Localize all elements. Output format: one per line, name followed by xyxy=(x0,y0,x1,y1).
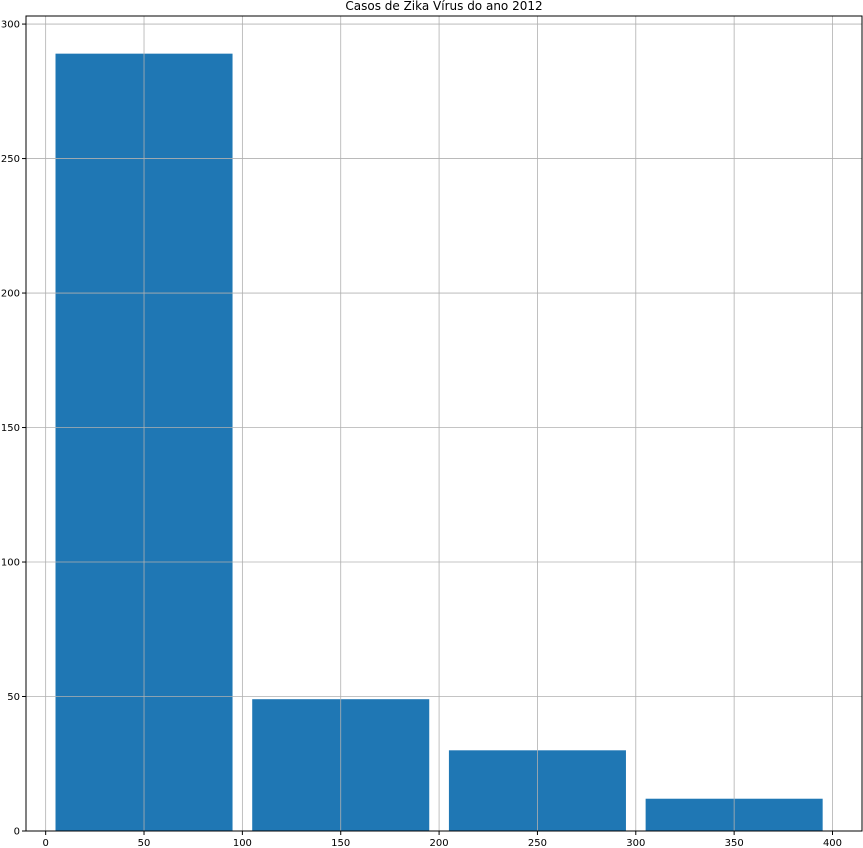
x-tick-label: 150 xyxy=(331,838,350,848)
y-tick-label: 50 xyxy=(7,692,20,703)
y-tick-label: 200 xyxy=(1,289,20,300)
y-tick-label: 300 xyxy=(1,20,20,31)
x-tick-label: 100 xyxy=(233,838,252,848)
x-axis-ticks: 0 50 100 150 200 250 300 350 400 xyxy=(42,831,842,848)
y-tick-label: 0 xyxy=(14,827,20,838)
y-tick-label: 250 xyxy=(1,154,20,165)
chart-title: Casos de Zika Vírus do ano 2012 xyxy=(345,0,542,13)
x-tick-label: 350 xyxy=(725,838,744,848)
x-tick-label: 300 xyxy=(626,838,645,848)
x-tick-label: 200 xyxy=(430,838,449,848)
x-tick-label: 0 xyxy=(42,838,48,848)
y-tick-label: 150 xyxy=(1,423,20,434)
x-tick-label: 50 xyxy=(138,838,151,848)
x-tick-label: 250 xyxy=(528,838,547,848)
y-tick-label: 100 xyxy=(1,558,20,569)
plot-frame xyxy=(25,15,863,832)
x-tick-label: 400 xyxy=(823,838,842,848)
y-axis-ticks: 0 50 100 150 200 250 300 xyxy=(1,20,26,838)
